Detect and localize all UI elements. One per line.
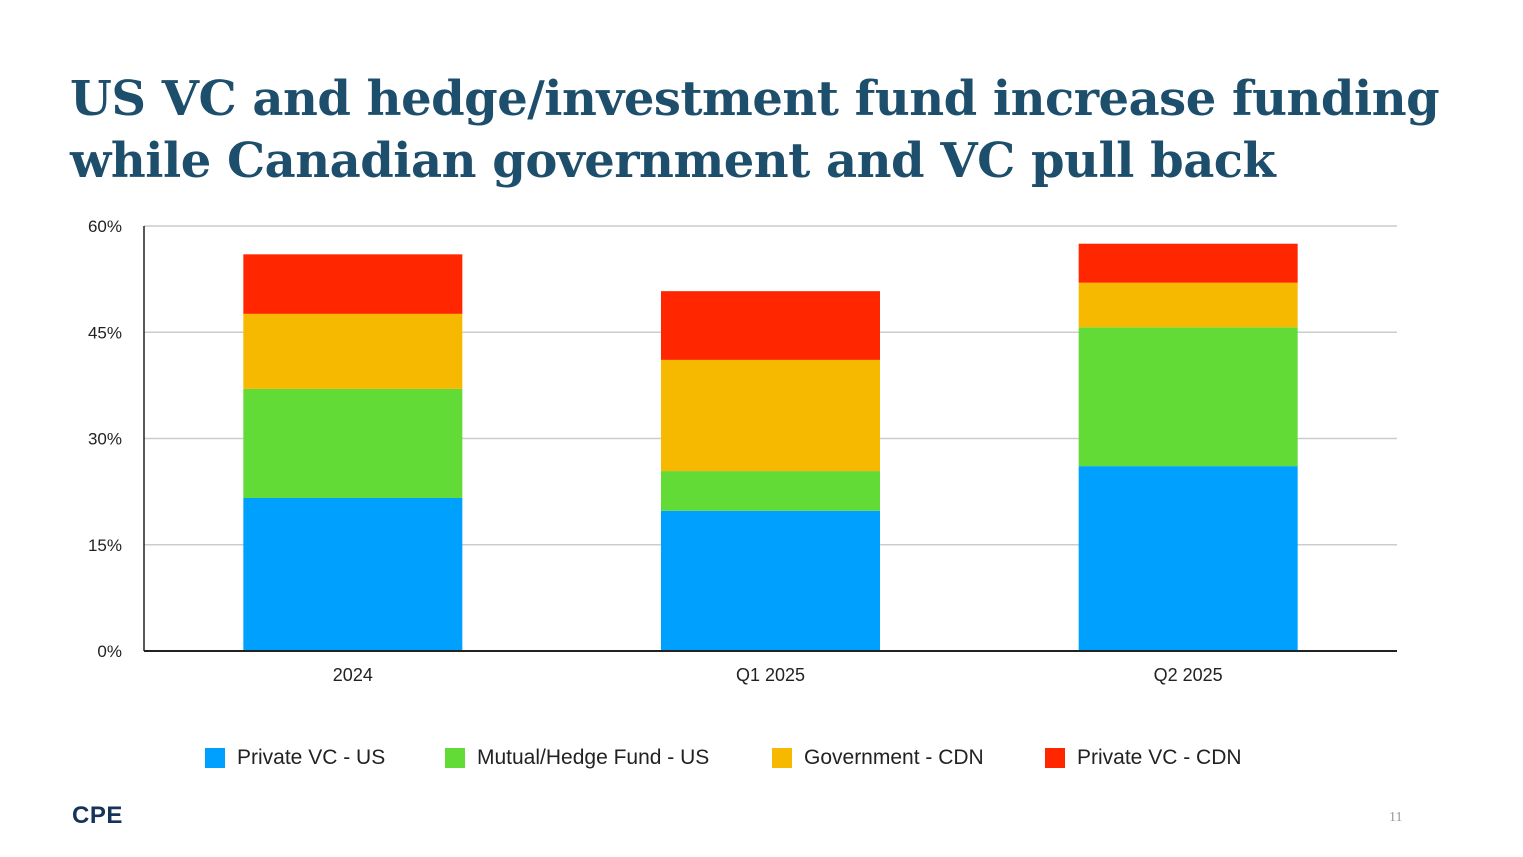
legend-item: Government - CDN <box>772 746 984 770</box>
y-tick-label: 60% <box>88 217 122 236</box>
legend-swatch <box>1045 748 1065 768</box>
bar-segment <box>243 313 463 389</box>
slide-title: US VC and hedge/investment fund increase… <box>70 71 1440 189</box>
legend-label: Private VC - CDN <box>1077 746 1242 769</box>
legend-label: Private VC - US <box>237 746 386 769</box>
bar-segment <box>1078 243 1298 283</box>
y-tick-label: 45% <box>88 323 122 342</box>
page-number: 11 <box>1389 810 1403 825</box>
y-tick-label: 0% <box>97 642 122 661</box>
x-tick-label: Q1 2025 <box>736 665 805 685</box>
legend-item: Mutual/Hedge Fund - US <box>445 746 709 770</box>
legend-swatch <box>772 748 792 768</box>
x-tick-label: 2024 <box>333 665 373 685</box>
bar-segment <box>661 471 880 511</box>
bar-segment <box>243 498 463 651</box>
bar-segment <box>243 388 463 498</box>
bar-segment <box>1078 282 1298 328</box>
legend-item: Private VC - US <box>205 746 385 770</box>
legend-label: Government - CDN <box>804 746 984 769</box>
bar-segment <box>661 510 880 651</box>
bar-segment <box>661 291 880 360</box>
bar-segment <box>1078 466 1298 651</box>
bar-segment <box>243 254 463 314</box>
cpe-logo: CPE <box>72 802 123 829</box>
legend-swatch <box>205 748 225 768</box>
legend-item: Private VC - CDN <box>1045 746 1242 770</box>
legend-swatch <box>445 748 465 768</box>
legend-label: Mutual/Hedge Fund - US <box>477 746 710 769</box>
bar-segment <box>1078 327 1298 467</box>
y-tick-label: 15% <box>88 536 122 555</box>
bar-segment <box>661 359 880 472</box>
y-tick-label: 30% <box>88 430 122 449</box>
x-tick-label: Q2 2025 <box>1154 665 1223 685</box>
